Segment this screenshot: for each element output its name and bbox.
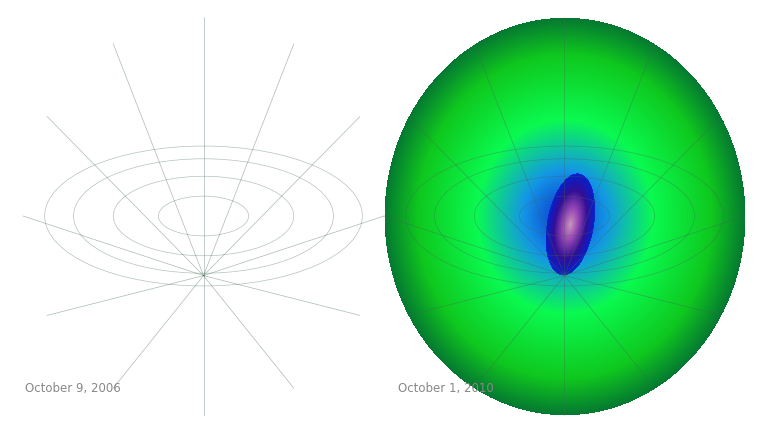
Text: October 1, 2010: October 1, 2010 (398, 382, 494, 395)
Text: October 9, 2006: October 9, 2006 (25, 382, 121, 395)
